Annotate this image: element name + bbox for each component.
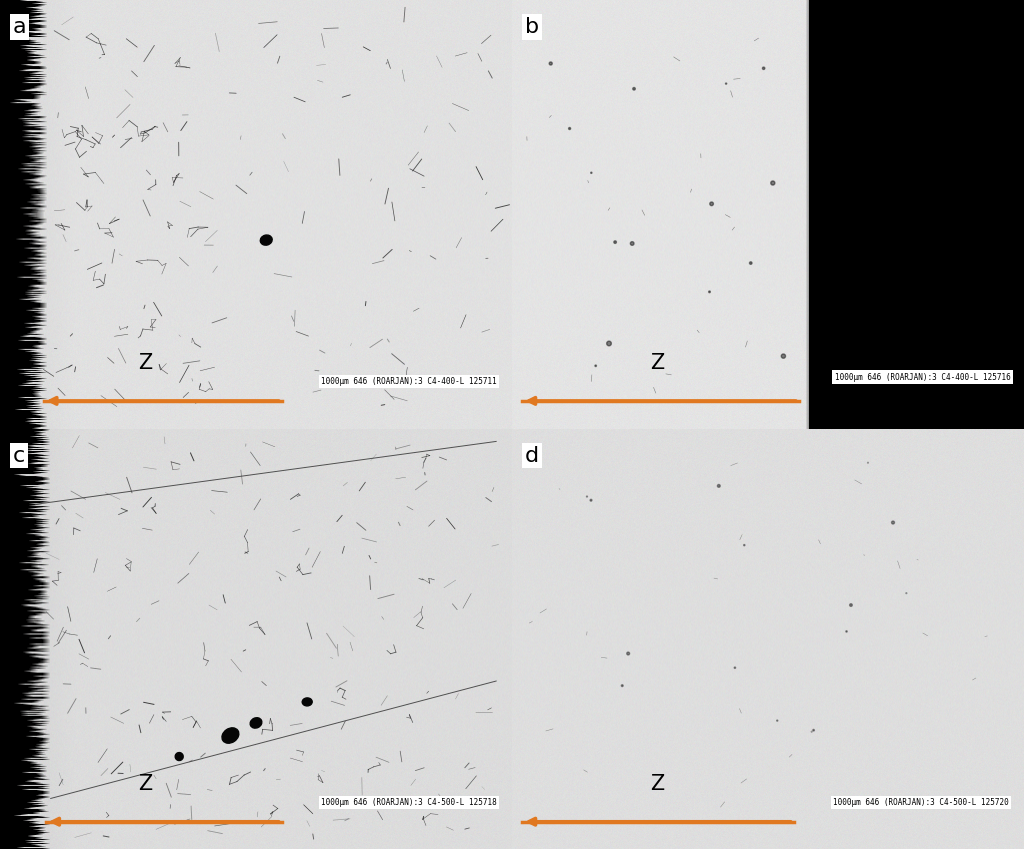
Circle shape [595, 365, 596, 367]
Circle shape [743, 544, 744, 546]
Circle shape [591, 172, 592, 173]
Circle shape [771, 181, 775, 185]
Circle shape [710, 202, 714, 205]
Text: a: a [12, 17, 27, 37]
Circle shape [613, 241, 616, 244]
Text: Z: Z [138, 774, 153, 795]
Text: d: d [524, 446, 539, 465]
Text: Z: Z [138, 353, 153, 373]
Circle shape [718, 485, 720, 487]
Circle shape [813, 729, 814, 731]
Circle shape [750, 261, 752, 264]
Circle shape [622, 685, 624, 687]
Circle shape [726, 83, 727, 84]
Circle shape [734, 667, 735, 668]
Text: 1000μm 646 (ROARJAN):3 C4-500-L 125720: 1000μm 646 (ROARJAN):3 C4-500-L 125720 [833, 798, 1009, 807]
Ellipse shape [175, 752, 183, 761]
Ellipse shape [222, 728, 239, 743]
Circle shape [777, 720, 778, 721]
Circle shape [781, 354, 785, 358]
Circle shape [763, 67, 765, 70]
Text: 1000μm 646 (ROARJAN):3 C4-500-L 125718: 1000μm 646 (ROARJAN):3 C4-500-L 125718 [321, 798, 497, 807]
Circle shape [846, 631, 847, 633]
Circle shape [892, 521, 895, 524]
Circle shape [850, 604, 852, 606]
Text: b: b [524, 17, 539, 37]
Text: 1000μm 646 (ROARJAN):3 C4-400-L 125716: 1000μm 646 (ROARJAN):3 C4-400-L 125716 [835, 373, 1011, 381]
Circle shape [709, 291, 711, 293]
Ellipse shape [250, 717, 262, 728]
Ellipse shape [302, 698, 312, 706]
Circle shape [606, 341, 611, 346]
Circle shape [631, 242, 634, 245]
Text: 1000μm 646 (ROARJAN):3 C4-400-L 125711: 1000μm 646 (ROARJAN):3 C4-400-L 125711 [321, 377, 497, 385]
Text: Z: Z [650, 353, 665, 373]
Text: c: c [12, 446, 25, 465]
Ellipse shape [260, 235, 272, 245]
Circle shape [633, 87, 635, 90]
Circle shape [549, 62, 552, 65]
Circle shape [568, 127, 570, 130]
Circle shape [627, 652, 630, 655]
Circle shape [590, 499, 592, 501]
Text: Z: Z [650, 774, 665, 795]
